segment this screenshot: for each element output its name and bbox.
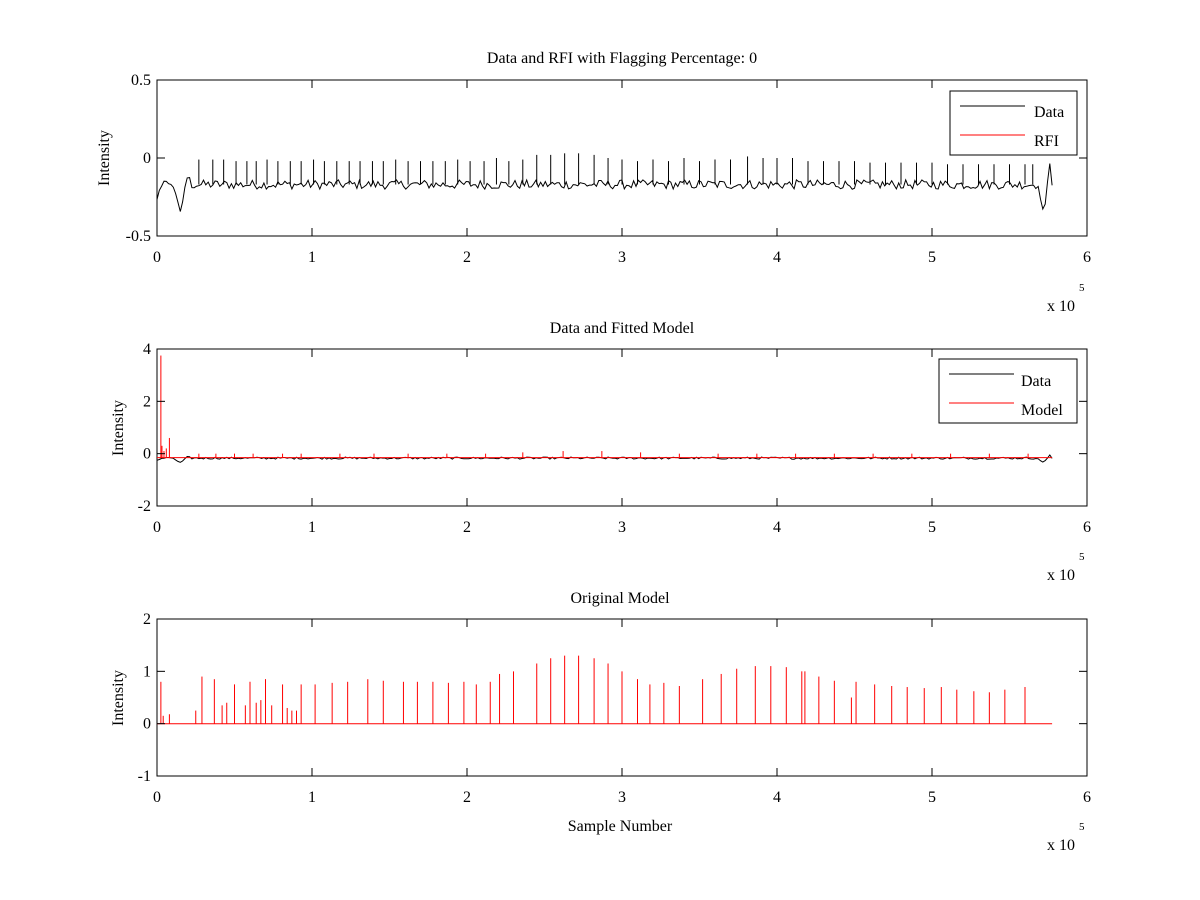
panel-3-x-multiplier-base: x 10 bbox=[1047, 837, 1075, 854]
x-tick-label: 1 bbox=[308, 249, 316, 266]
panel-2-y-ticks: -2 0 2 4 bbox=[138, 341, 1087, 515]
y-tick-label: -0.5 bbox=[126, 228, 151, 245]
panel-2-x-ticks: 0 1 2 3 4 5 6 bbox=[153, 349, 1091, 536]
panel-2-legend-label-model: Model bbox=[1021, 402, 1063, 419]
panel-1-axes bbox=[156, 79, 1088, 237]
y-tick-label: 4 bbox=[143, 341, 151, 358]
x-tick-label: 4 bbox=[773, 249, 781, 266]
panel-1-y-ticks: -0.5 0 0.5 bbox=[126, 72, 1087, 245]
y-tick-label: -2 bbox=[138, 498, 151, 515]
panel-3-x-multiplier: x 10 bbox=[1047, 837, 1075, 854]
x-tick-label: 4 bbox=[773, 519, 781, 536]
x-tick-label: 5 bbox=[928, 519, 936, 536]
x-tick-label: 2 bbox=[463, 519, 471, 536]
x-tick-label: 6 bbox=[1083, 789, 1091, 806]
x-tick-label: 1 bbox=[308, 519, 316, 536]
panel-2-legend-label-data: Data bbox=[1021, 373, 1051, 390]
x-tick-label: 3 bbox=[618, 789, 626, 806]
y-tick-label: 0 bbox=[143, 150, 151, 167]
x-tick-label: 3 bbox=[618, 249, 626, 266]
panel-1-x-ticks: 0 1 2 3 4 5 6 bbox=[153, 80, 1091, 266]
panel-3-y-ticks: -1 0 1 2 bbox=[138, 611, 1087, 785]
y-tick-label: 2 bbox=[143, 393, 151, 410]
y-tick-label: 0 bbox=[143, 716, 151, 733]
y-tick-label: 0.5 bbox=[131, 72, 151, 89]
panel-2-title: Data and Fitted Model bbox=[550, 320, 695, 337]
panel-2-x-multiplier: x 10 bbox=[1047, 567, 1075, 584]
series-line-data bbox=[156, 163, 1053, 212]
panel-1-legend-box bbox=[949, 90, 1078, 156]
panel-2-axes bbox=[156, 348, 1088, 507]
panel-1-legend: Data RFI bbox=[949, 90, 1078, 156]
y-tick-label: 0 bbox=[143, 446, 151, 463]
panel-3-y-label: Intensity bbox=[110, 670, 127, 726]
panel-1-y-label: Intensity bbox=[96, 130, 113, 186]
panel-3-title: Original Model bbox=[570, 590, 670, 607]
y-tick-label: 1 bbox=[143, 663, 151, 680]
x-tick-label: 0 bbox=[153, 519, 161, 536]
panel-3-x-multiplier-exponent: 5 bbox=[1079, 821, 1085, 833]
panel-2-x-multiplier-base: x 10 bbox=[1047, 567, 1075, 584]
panel-1-legend-label-data: Data bbox=[1034, 104, 1064, 121]
panel-1-x-multiplier-base: x 10 bbox=[1047, 298, 1075, 315]
panel-3-plot bbox=[157, 655, 1053, 725]
x-tick-label: 4 bbox=[773, 789, 781, 806]
x-tick-label: 2 bbox=[463, 249, 471, 266]
x-tick-label: 0 bbox=[153, 789, 161, 806]
panel-2-x-multiplier-exponent: 5 bbox=[1079, 551, 1085, 563]
panel-2-legend: Data Model bbox=[938, 358, 1078, 424]
x-tick-label: 6 bbox=[1083, 519, 1091, 536]
panel-1-title: Data and RFI with Flagging Percentage: 0 bbox=[487, 50, 757, 67]
panel-2-y-label: Intensity bbox=[110, 400, 127, 456]
panel-1-x-multiplier-exponent: 5 bbox=[1079, 282, 1085, 294]
y-tick-label: 2 bbox=[143, 611, 151, 628]
x-tick-label: 5 bbox=[928, 249, 936, 266]
x-tick-label: 2 bbox=[463, 789, 471, 806]
panel-1-legend-label-rfi: RFI bbox=[1034, 133, 1059, 150]
x-tick-label: 3 bbox=[618, 519, 626, 536]
x-tick-label: 0 bbox=[153, 249, 161, 266]
panel-2-plot bbox=[156, 355, 1053, 463]
x-tick-label: 6 bbox=[1083, 249, 1091, 266]
panel-3-x-label: Sample Number bbox=[568, 818, 673, 835]
x-tick-label: 5 bbox=[928, 789, 936, 806]
panel-3-x-ticks: 0 1 2 3 4 5 6 bbox=[153, 619, 1091, 806]
x-tick-label: 1 bbox=[308, 789, 316, 806]
series-line-data bbox=[156, 454, 1053, 463]
panel-1: Data and RFI with Flagging Percentage: 0… bbox=[96, 50, 1091, 315]
panel-1-plot bbox=[156, 153, 1053, 212]
y-tick-label: -1 bbox=[138, 768, 151, 785]
panel-1-x-multiplier: x 10 bbox=[1047, 298, 1075, 315]
panel-2-legend-box bbox=[938, 358, 1078, 424]
